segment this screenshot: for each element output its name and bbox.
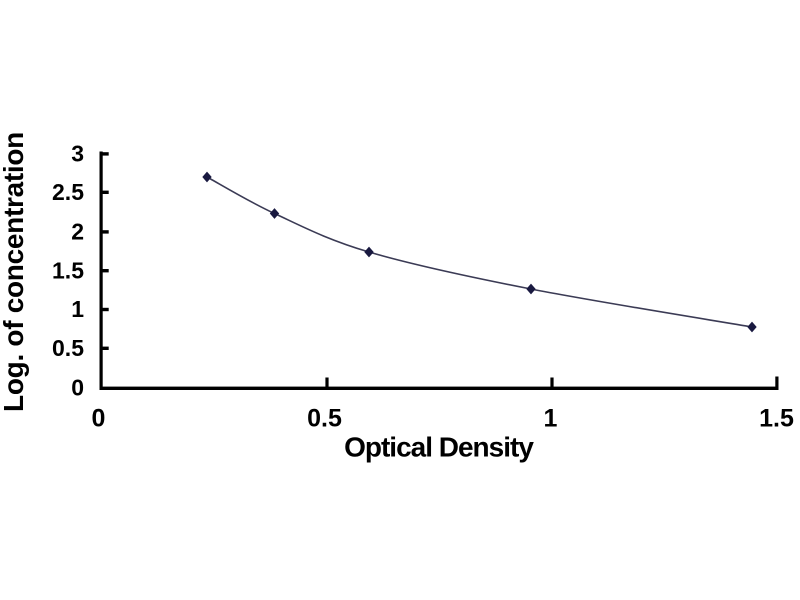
svg-text:1.5: 1.5 <box>52 257 84 283</box>
svg-text:0.5: 0.5 <box>52 335 84 361</box>
svg-text:1.5: 1.5 <box>759 405 794 433</box>
svg-text:2.5: 2.5 <box>52 179 84 205</box>
svg-text:1: 1 <box>71 296 84 322</box>
svg-text:0: 0 <box>71 375 84 401</box>
svg-text:0: 0 <box>92 405 106 433</box>
svg-text:0.5: 0.5 <box>307 405 342 433</box>
svg-text:1: 1 <box>544 405 558 433</box>
svg-text:Optical Density: Optical Density <box>344 432 534 463</box>
svg-text:3: 3 <box>71 141 84 167</box>
svg-text:Log. of concentration: Log. of concentration <box>0 132 29 412</box>
svg-text:2: 2 <box>71 219 84 245</box>
